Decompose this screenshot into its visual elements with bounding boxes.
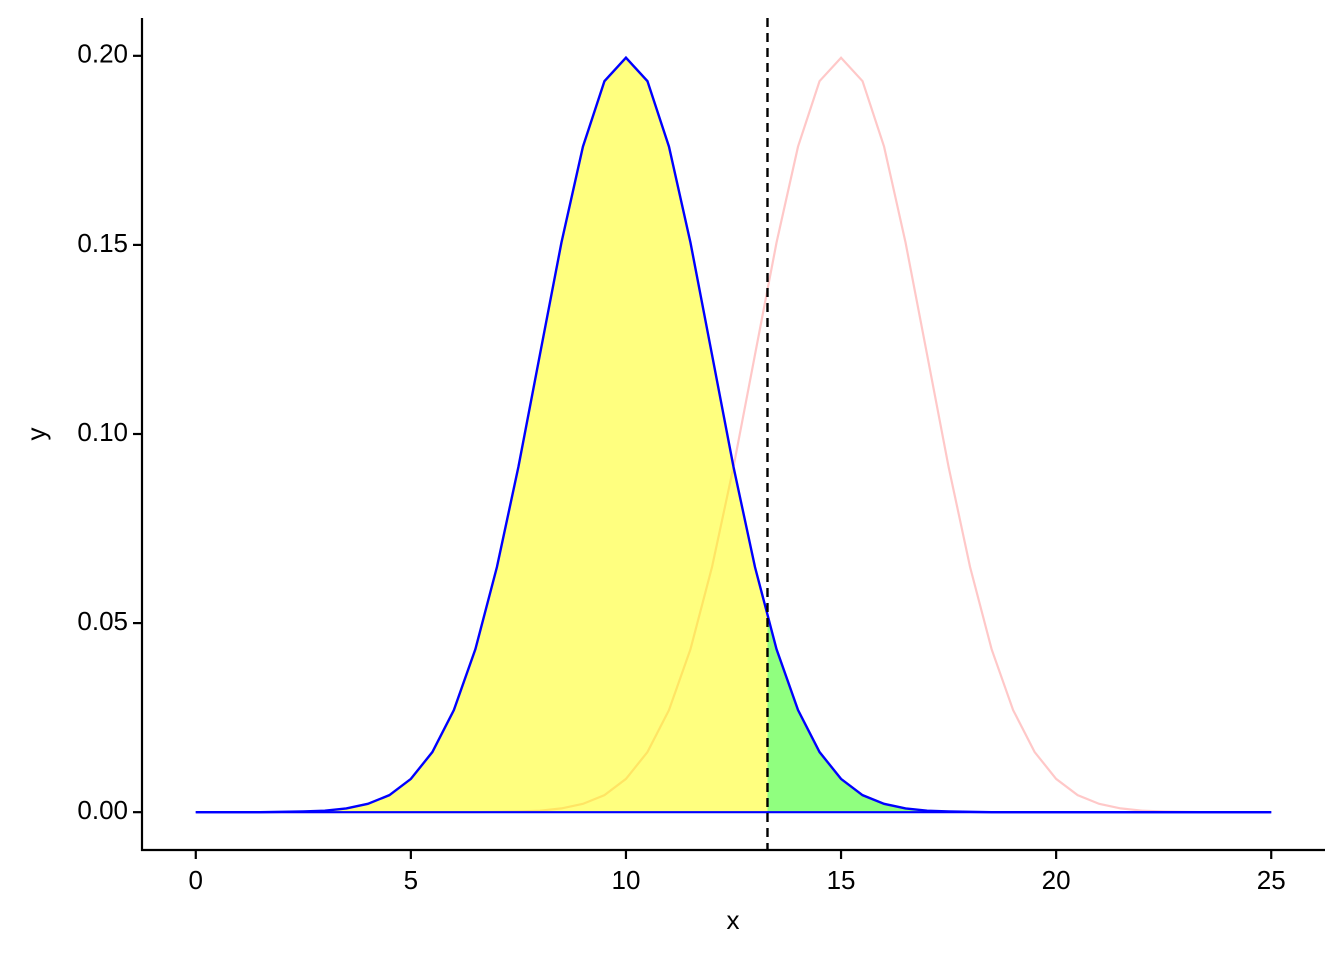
x-tick-label: 20 (1042, 865, 1071, 895)
y-tick-label: 0.15 (77, 228, 128, 258)
x-axis-label: x (727, 905, 740, 935)
area-below-threshold (195, 57, 768, 813)
area-above-threshold (767, 614, 1272, 813)
y-tick-label: 0.00 (77, 795, 128, 825)
x-tick-label: 5 (404, 865, 418, 895)
y-tick-label: 0.20 (77, 39, 128, 69)
y-tick-label: 0.05 (77, 606, 128, 636)
x-tick-label: 10 (611, 865, 640, 895)
y-axis-label: y (21, 428, 51, 441)
x-tick-label: 15 (827, 865, 856, 895)
x-tick-label: 0 (189, 865, 203, 895)
null-curve (195, 55, 1272, 814)
y-tick-label: 0.10 (77, 417, 128, 447)
x-tick-label: 25 (1257, 865, 1286, 895)
